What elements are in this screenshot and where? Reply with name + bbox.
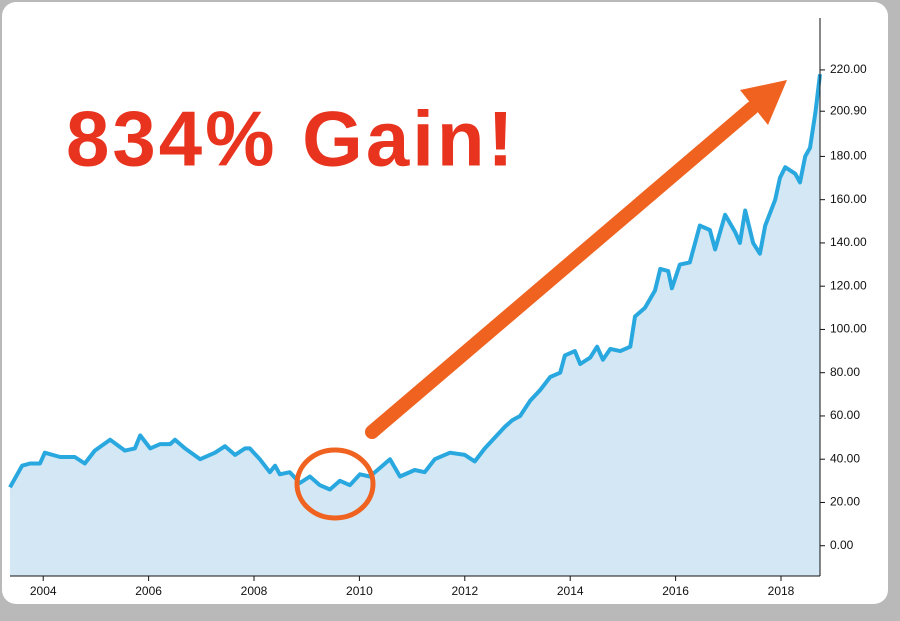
highlight-circle — [294, 447, 376, 521]
x-tick-label: 2004 — [30, 584, 57, 598]
chart-title: 834% Gain! — [66, 95, 517, 183]
y-tick-label: 220.00 — [830, 62, 867, 76]
y-tick-label: 80.00 — [830, 365, 860, 379]
y-tick-label: 40.00 — [830, 451, 860, 465]
y-tick-label: 120.00 — [830, 278, 867, 292]
y-tick-label: 0.00 — [830, 538, 854, 552]
x-tick-label: 2010 — [346, 584, 373, 598]
x-tick-label: 2014 — [557, 584, 584, 598]
plot: 0.00 20.00 40.00 60.00 80.00 100.00 120.00 140.… — [8, 18, 867, 598]
y-tick-label: 180.00 — [830, 149, 867, 163]
y-tick-label: 20.00 — [830, 495, 860, 509]
y-tick-label: 200.90 — [830, 103, 867, 117]
y-tick-label: 160.00 — [830, 192, 867, 206]
area — [10, 74, 820, 576]
x-tick-label: 2006 — [135, 584, 162, 598]
x-tick-label: 2012 — [451, 584, 478, 598]
x-tick-label: 2016 — [662, 584, 689, 598]
line — [8, 73, 822, 492]
arrow-head — [740, 80, 787, 125]
y-tick-label: 140.00 — [830, 235, 867, 249]
x-tick-label: 2008 — [241, 584, 268, 598]
x-tick-label: 2018 — [768, 584, 795, 598]
y-tick-label: 60.00 — [830, 408, 860, 422]
y-tick-label: 100.00 — [830, 322, 867, 336]
arrow-shaft — [365, 101, 759, 439]
